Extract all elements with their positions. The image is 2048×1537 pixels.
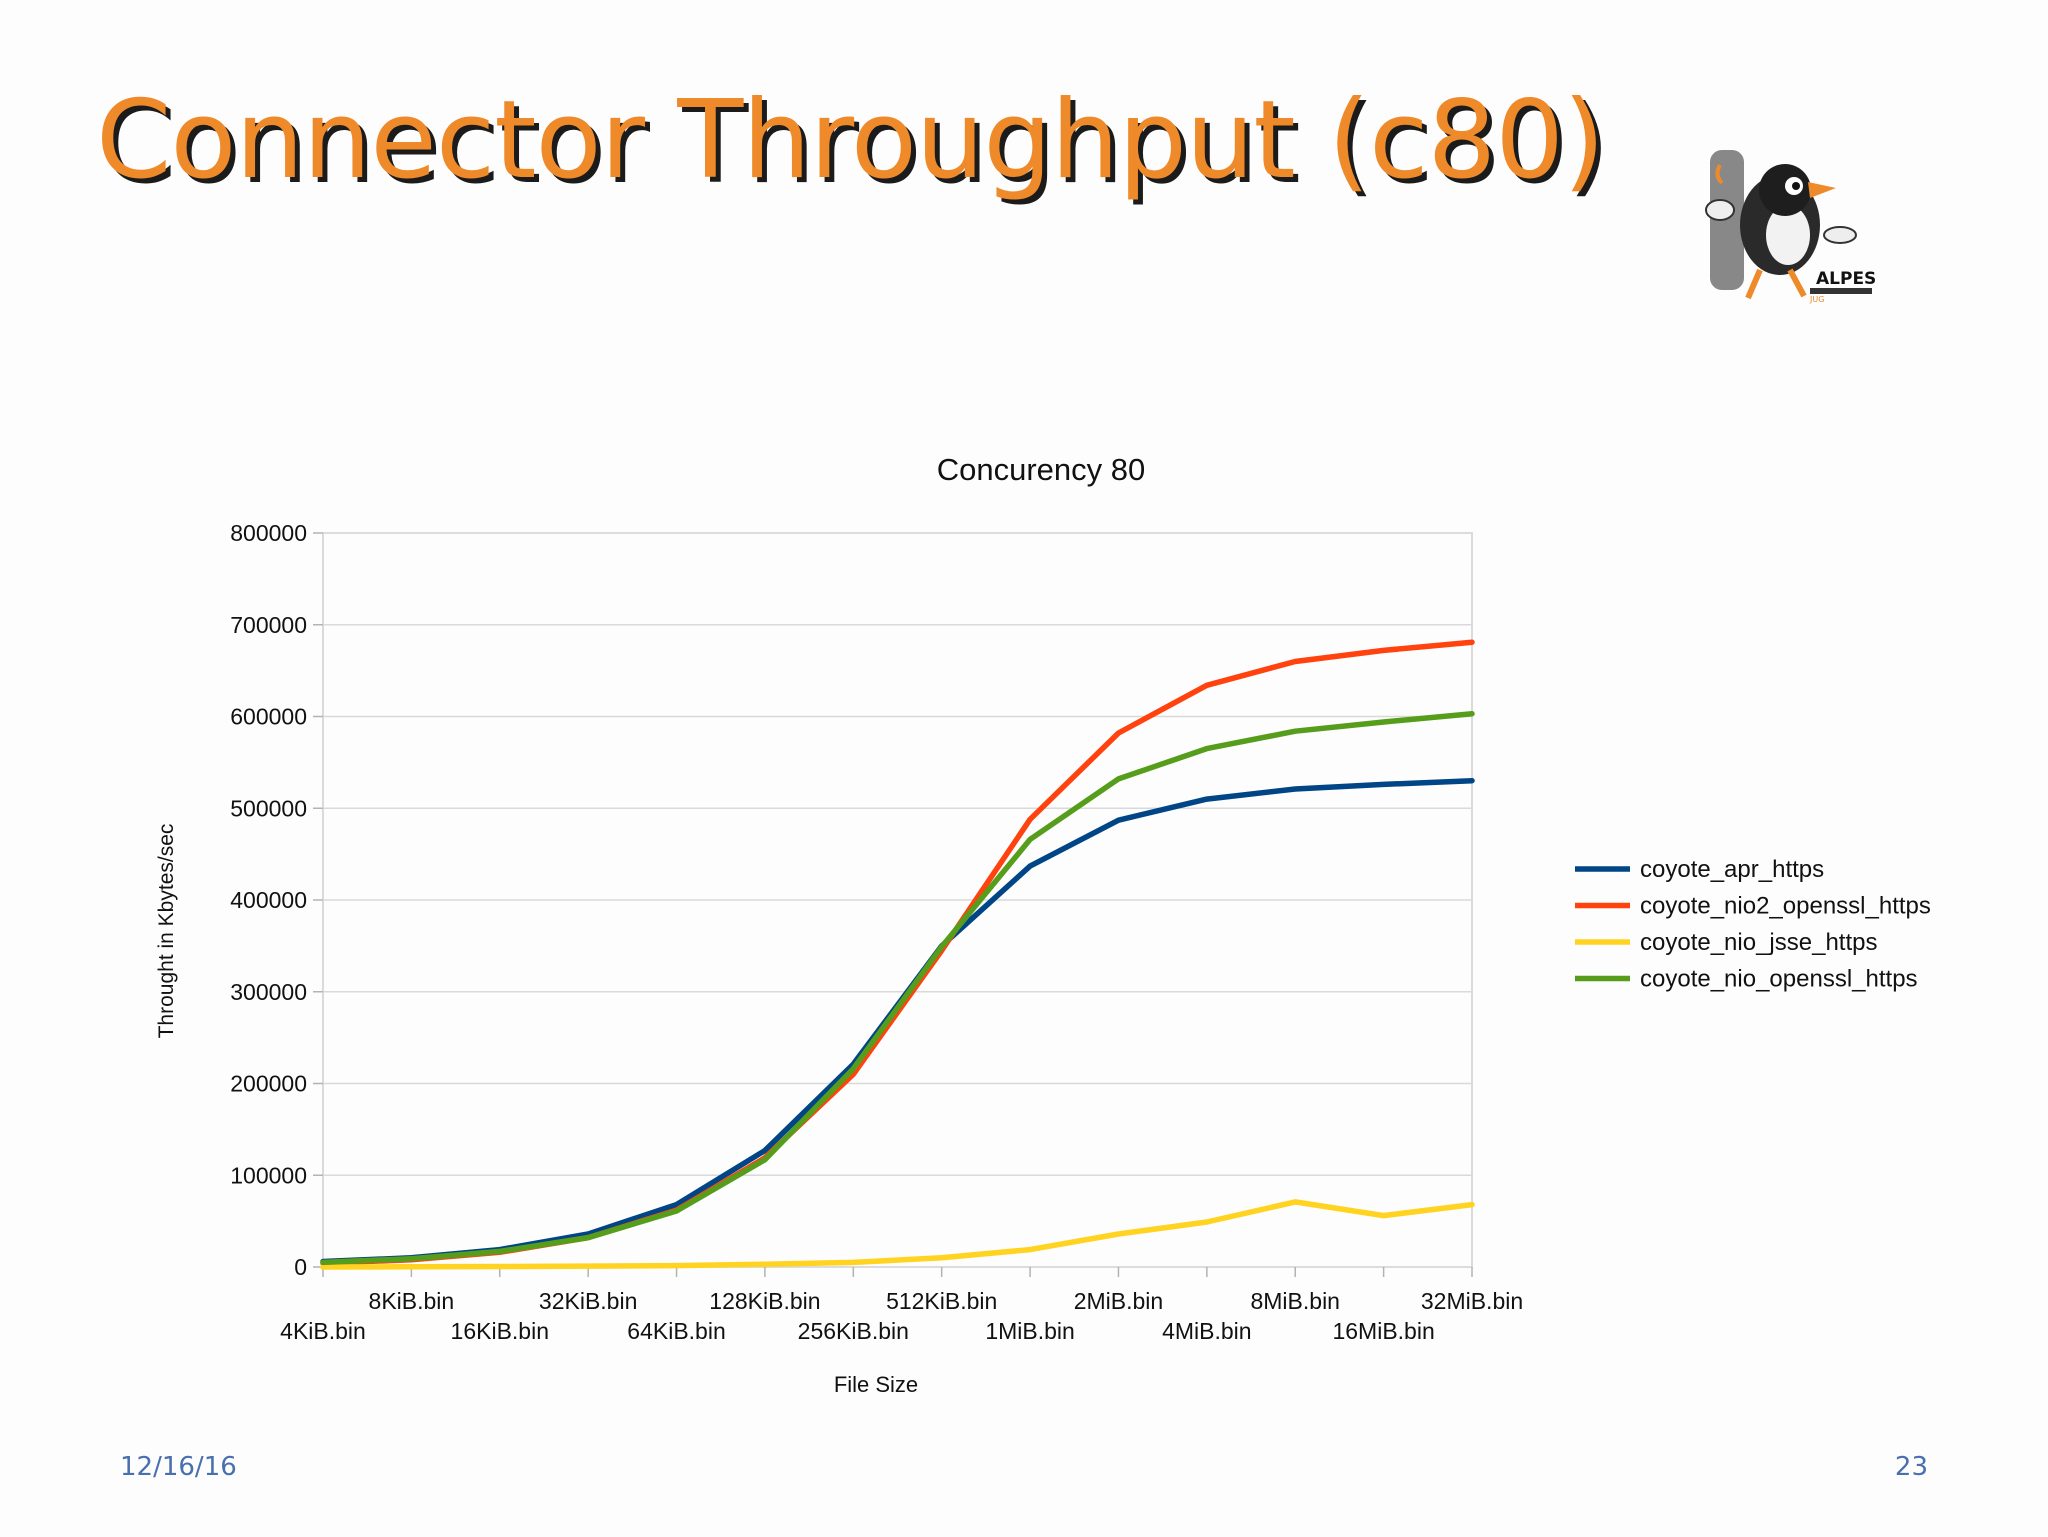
y-tick-label: 400000	[230, 887, 307, 913]
x-tick-label: 4KiB.bin	[280, 1318, 366, 1344]
x-tick-label: 8KiB.bin	[369, 1288, 455, 1314]
x-tick-label: 512KiB.bin	[886, 1288, 997, 1314]
y-tick-label: 100000	[230, 1162, 307, 1188]
legend-label: coyote_nio_openssl_https	[1640, 966, 1918, 993]
y-tick-label: 600000	[230, 704, 307, 730]
y-tick-label: 800000	[230, 520, 307, 546]
x-tick-label: 16MiB.bin	[1332, 1318, 1434, 1344]
chart-title: Concurency 80	[937, 452, 1146, 487]
alpes-jug-logo: ALPES JUG	[1705, 150, 1876, 304]
series-line-coyote-nio2-openssl-https	[320, 639, 1475, 1267]
legend-label: coyote_apr_https	[1640, 856, 1824, 883]
logo-subtext: JUG	[1809, 295, 1824, 304]
x-axis-label: File Size	[834, 1372, 918, 1397]
x-tick-label: 4MiB.bin	[1162, 1318, 1251, 1344]
y-tick-label: 700000	[230, 612, 307, 638]
series-line-coyote-apr-https	[320, 777, 1475, 1265]
x-tick-label: 256KiB.bin	[798, 1318, 909, 1344]
x-tick-label: 32MiB.bin	[1421, 1288, 1523, 1314]
slide-title: Connector Throughput (c80)	[96, 78, 1605, 203]
page-number: 23	[1894, 1452, 1928, 1482]
bird-mascot-icon	[1705, 150, 1857, 300]
legend-label: coyote_nio_jsse_https	[1640, 929, 1878, 956]
x-tick-label: 128KiB.bin	[709, 1288, 820, 1314]
x-tick-label: 64KiB.bin	[627, 1318, 725, 1344]
y-tick-label: 500000	[230, 795, 307, 821]
series-line-coyote-nio-openssl-https	[320, 710, 1475, 1266]
x-tick-label: 8MiB.bin	[1250, 1288, 1339, 1314]
y-tick-label: 300000	[230, 979, 307, 1005]
legend-label: coyote_nio2_openssl_https	[1640, 893, 1931, 920]
slide-date: 12/16/16	[120, 1452, 237, 1482]
x-tick-label: 2MiB.bin	[1074, 1288, 1163, 1314]
x-tick-label: 1MiB.bin	[985, 1318, 1074, 1344]
x-tick-label: 32KiB.bin	[539, 1288, 637, 1314]
logo-text: ALPES	[1816, 269, 1876, 289]
y-tick-label: 200000	[230, 1071, 307, 1097]
x-tick-label: 16KiB.bin	[451, 1318, 549, 1344]
y-axis-label: Throught in Kbytes/sec	[155, 824, 178, 1039]
series-line-coyote-nio-jsse-https	[320, 1199, 1475, 1270]
y-tick-label: 0	[294, 1254, 307, 1280]
